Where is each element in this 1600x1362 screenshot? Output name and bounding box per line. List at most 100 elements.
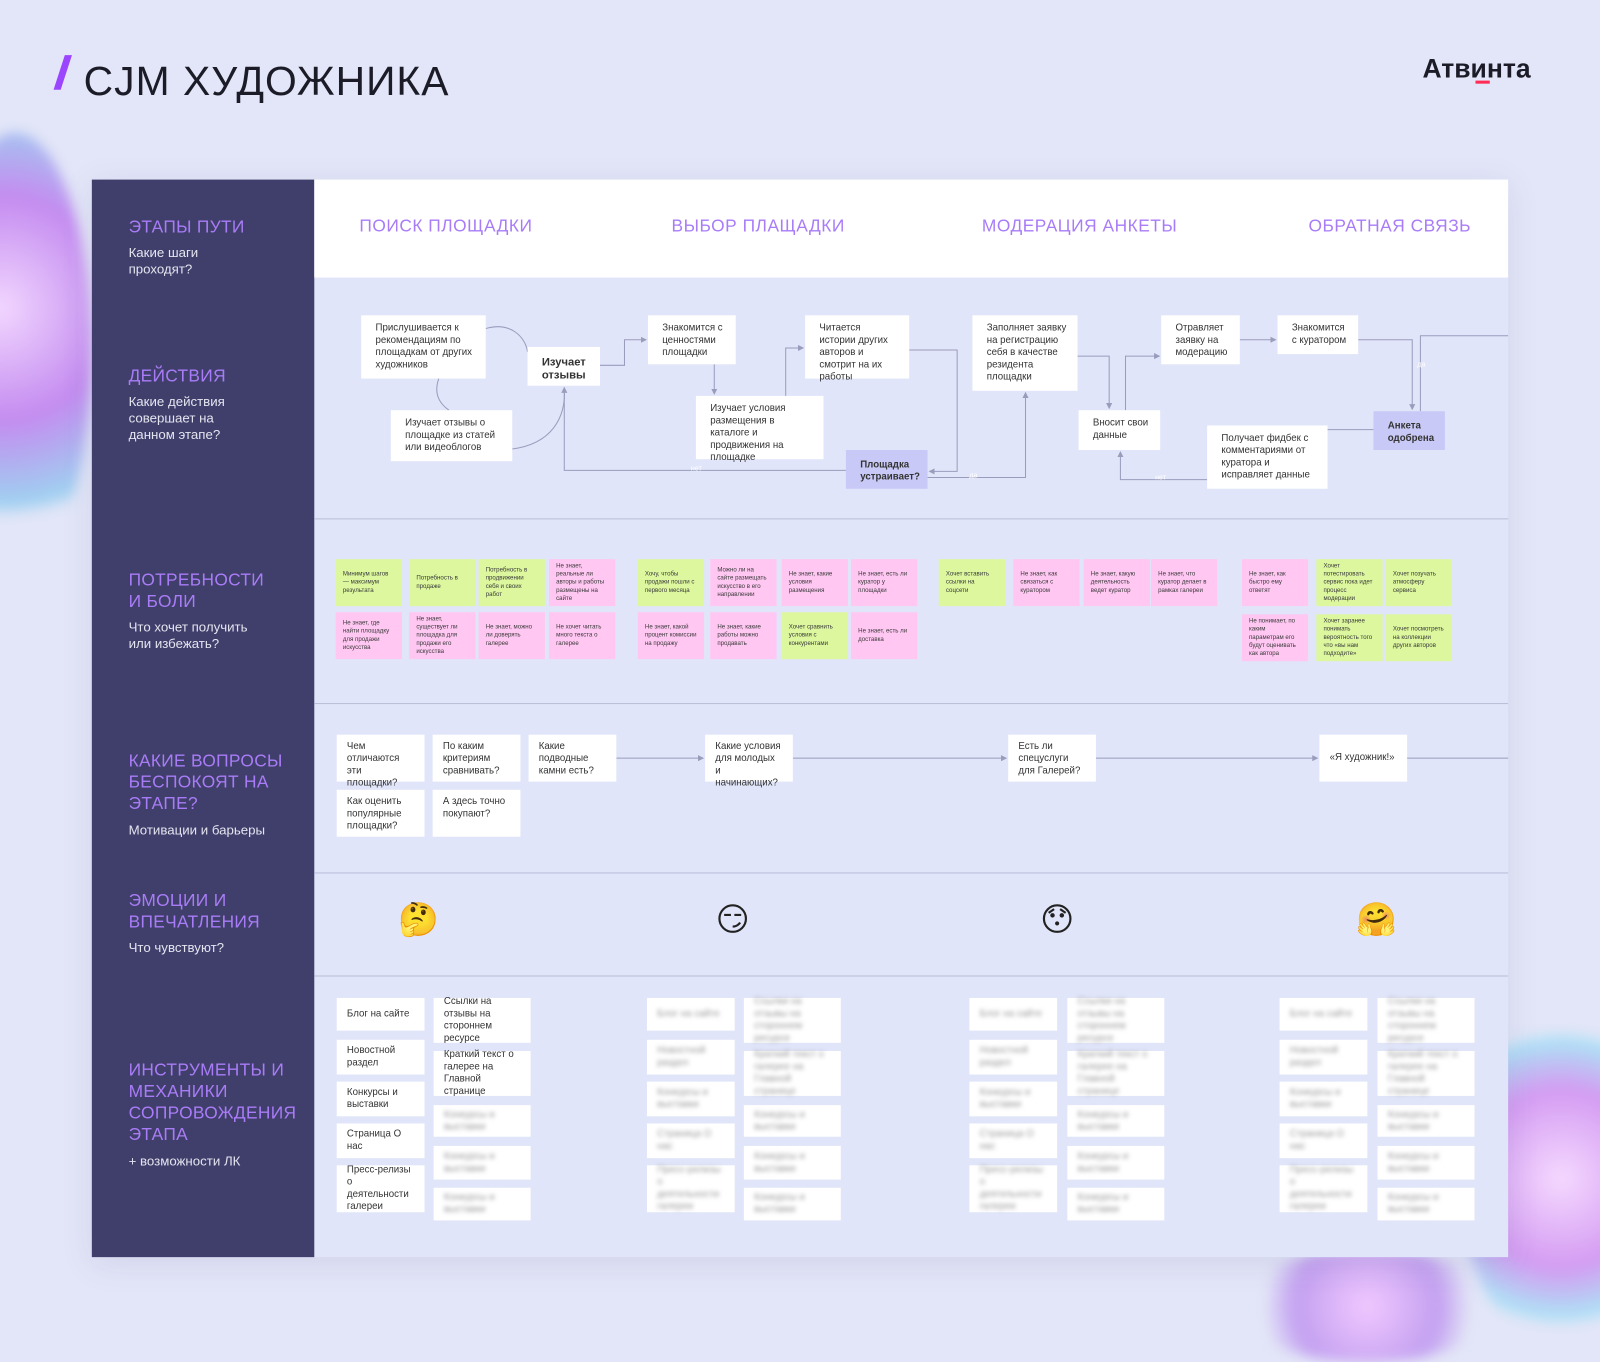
tool-text: Ссылки на отзывы на стороннем ресурсе: [1387, 995, 1436, 1044]
tool-text: Конкурсы и выставки: [657, 1086, 708, 1111]
tool-card: Конкурсы и выставки: [433, 1105, 531, 1137]
sticky-text: Не понимает, по каким параметрам его буд…: [1248, 618, 1296, 658]
sticky-text: Хочет позучать атмосферу сервиса: [1392, 571, 1436, 594]
stage-title: МОДЕРАЦИЯ АНКЕТЫ: [981, 216, 1178, 236]
tool-text: Пресс-релизы о деятельности галереи: [1289, 1164, 1354, 1213]
row-labels-sidebar: [91, 179, 315, 1258]
tool-card: Новостной раздел: [646, 1039, 735, 1075]
tool-text: Конкурсы и выставки: [754, 1150, 805, 1174]
decision-node: Площадка устраивает?: [845, 449, 928, 489]
pain-sticky: Не знает, есть ли куратор у площадки: [851, 559, 918, 607]
action-node: Изучает отзывы о площадке из статей или …: [390, 410, 513, 462]
tool-card: Пресс-релизы о деятельности галереи: [1279, 1164, 1368, 1213]
row-title-tools: ИНСТРУМЕНТЫ И МЕХАНИКИ СОПРОВОЖДЕНИЯ ЭТА…: [128, 1060, 297, 1144]
sticky-text: Хочет заранее понимать вероятность того …: [1323, 618, 1373, 658]
tool-text: Конкурсы и выставки: [1077, 1191, 1129, 1216]
action-node: Изучает условия размещения в каталоге и …: [695, 395, 824, 463]
question-card: А здесь точно покупают?: [432, 789, 521, 837]
sticky-text: Не знает, где найти площадку для продажи…: [342, 620, 390, 652]
tool-text: Пресс-релизы о деятельности галереи: [346, 1164, 411, 1213]
tool-text: Блог на сайте: [346, 1008, 410, 1020]
tool-card: Страница О нас: [1279, 1123, 1368, 1159]
need-sticky: Хочу, чтобы продажи пошли с первого меся…: [637, 559, 705, 607]
need-sticky: Хочет заранее понимать вероятность того …: [1316, 614, 1383, 662]
sticky-text: Хочу, чтобы продажи пошли с первого меся…: [644, 571, 695, 594]
hushed-face-icon: 😯: [1040, 901, 1075, 938]
page-title: CJM ХУДОЖНИКА: [83, 59, 450, 105]
question-card: Какие условия для молодых и начинающих?: [705, 734, 793, 789]
connector-label-no: нет: [690, 465, 702, 473]
tool-card: Конкурсы и выставки: [1067, 1187, 1165, 1221]
sticky-text: Потребность в продаже: [416, 575, 458, 590]
stages-header-row: [314, 179, 1509, 278]
tool-text: Конкурсы и выставки: [754, 1108, 805, 1133]
pain-sticky: Не понимает, по каким параметрам его буд…: [1241, 614, 1309, 662]
question-card: Есть ли спецуслуги для Галерей?: [1008, 734, 1096, 782]
tool-text: Блог на сайте: [657, 1008, 720, 1020]
action-node: Знакомится с ценностями площадки: [647, 315, 736, 365]
stage-title: ПОИСК ПЛОЩАДКИ: [359, 216, 533, 236]
tool-text: Конкурсы и выставки: [1077, 1150, 1129, 1174]
sticky-text: Не знает, можно ли доверять галерее: [485, 624, 532, 647]
tool-text: Краткий текст о галерее на Главной стран…: [1077, 1048, 1148, 1097]
row-title-needs: ПОТРЕБНОСТИ И БОЛИ: [128, 570, 265, 612]
pain-sticky: Не знает, есть ли доставка: [851, 612, 918, 660]
question-card: Какие подводные камни есть?: [528, 734, 617, 782]
connector: [512, 387, 565, 450]
tool-text: Краткий текст о галерее на Главной стран…: [1387, 1048, 1458, 1097]
decision-node: Анкета одобрена: [1373, 411, 1445, 450]
tool-text: Конкурсы и выставки: [979, 1086, 1031, 1111]
logo-underline: [1475, 80, 1490, 84]
connector: [909, 349, 958, 475]
tool-text: Страница О нас: [657, 1128, 712, 1153]
cjm-canvas: CJM ХУДОЖНИКА Атвинта ЭТАПЫ ПУТИ Какие ш…: [0, 53, 1600, 1362]
flow-connectors: [436, 326, 1509, 762]
sticky-text: Хочет посмотреть на коллекции других авт…: [1392, 626, 1444, 649]
connector: [1124, 353, 1161, 411]
tool-card: Конкурсы и выставки: [1279, 1081, 1368, 1117]
action-node: Прислушивается к рекомендациям по площад…: [361, 315, 486, 379]
connector: [1358, 339, 1416, 411]
tool-card: Пресс-релизы о деятельности галереи: [646, 1164, 735, 1213]
logo: Атвинта: [1422, 53, 1531, 84]
row-divider: [314, 975, 1509, 977]
tool-text: Конкурсы и выставки: [346, 1086, 398, 1111]
question-card: Как оценить популярные площадки?: [336, 789, 425, 837]
sticky-text: Не знает, реальные ли авторы и работы ра…: [556, 563, 605, 603]
pain-sticky: Можно ли на сайте размещать искусство в …: [710, 559, 777, 607]
tool-card: Конкурсы и выставки: [646, 1081, 735, 1117]
tool-card: Конкурсы и выставки: [743, 1187, 841, 1221]
tool-card: Конкурсы и выставки: [1067, 1145, 1165, 1180]
tool-card: Новостной раздел: [1279, 1039, 1368, 1075]
row-title-stages: ЭТАПЫ ПУТИ: [128, 217, 245, 237]
connector: [1077, 355, 1113, 410]
need-sticky: Хочет вставить ссылки на соцсети: [938, 559, 1006, 607]
row-subtitle-needs: Что хочет получить или избежать?: [128, 619, 248, 652]
row-divider: [314, 872, 1509, 874]
sticky-text: Минимум шагов — максимум результата: [342, 571, 389, 594]
row-divider: [314, 703, 1509, 705]
tool-text: Краткий текст о галерее на Главной стран…: [754, 1048, 824, 1097]
pain-sticky: Не знает, как быстро ему ответят: [1241, 559, 1309, 607]
sticky-text: Не знает, какую деятельность ведет курат…: [1090, 571, 1136, 594]
tool-card: Ссылки на отзывы на стороннем ресурсе: [743, 995, 841, 1044]
tool-text: Ссылки на отзывы на стороннем ресурсе: [754, 995, 803, 1044]
tool-card: Конкурсы и выставки: [743, 1105, 841, 1137]
action-node: Получает фидбек с комментариями от курат…: [1207, 425, 1328, 489]
thinking-face-icon: 🤔: [398, 901, 439, 938]
stage-title: ОБРАТНАЯ СВЯЗЬ: [1308, 216, 1472, 236]
tool-card: Конкурсы и выставки: [433, 1187, 531, 1221]
row-subtitle-questions: Мотивации и барьеры: [128, 822, 266, 838]
tool-text: Ссылки на отзывы на стороннем ресурсе: [1077, 995, 1126, 1044]
hugging-face-icon: 🤗: [1356, 901, 1397, 938]
pain-sticky: Не знает, где найти площадку для продажи…: [335, 612, 403, 660]
sticky-text: Хочет сравнить условия с конкурентами: [788, 624, 833, 647]
sticky-text: Не знает, существует ли площадка для про…: [416, 616, 458, 656]
row-subtitle-actions: Какие действия совершает на данном этапе…: [128, 393, 225, 442]
sticky-text: Можно ли на сайте размещать искусство в …: [717, 567, 767, 598]
sticky-text: Не знает, что куратор делает в рамках га…: [1158, 571, 1207, 594]
need-sticky: Хочет потестировать сервис пока идет про…: [1316, 559, 1383, 607]
action-node: Заполняет заявку на регистрацию себя в к…: [972, 315, 1078, 391]
action-node: Знакомится с куратором: [1277, 315, 1359, 355]
tool-card: Блог на сайте: [1279, 997, 1368, 1031]
